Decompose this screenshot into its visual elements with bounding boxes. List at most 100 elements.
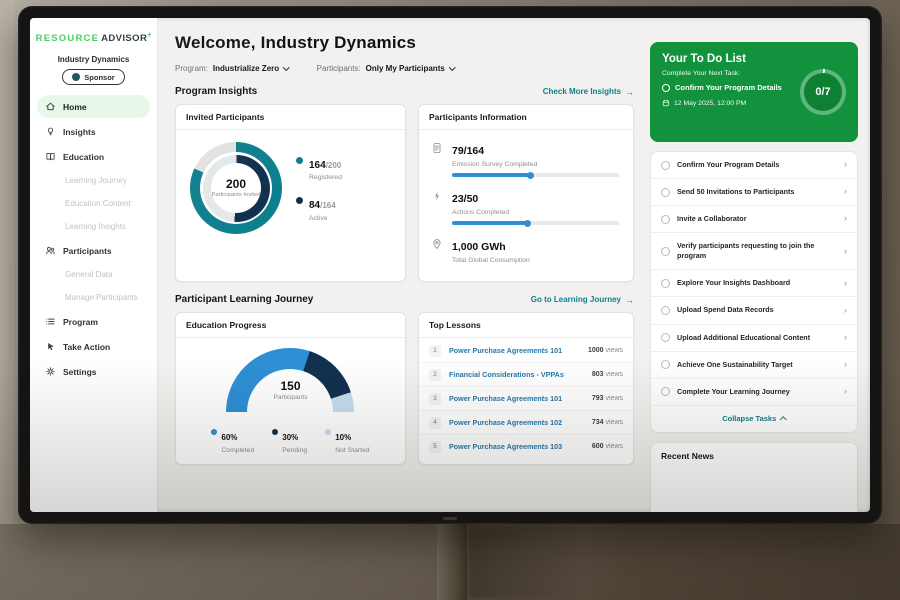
task-checkbox[interactable] bbox=[662, 83, 670, 92]
sidebar-item-insights[interactable]: Insights bbox=[37, 120, 150, 143]
edu-legend-not-started: 10% Not Started bbox=[325, 427, 370, 454]
lesson-link[interactable]: Power Purchase Agreements 102 bbox=[448, 418, 563, 427]
task-checkbox[interactable] bbox=[661, 214, 670, 224]
sidebar-item-learning-insights[interactable]: Learning Insights bbox=[65, 222, 126, 232]
education-progress-card: Education Progress 150 Participants bbox=[175, 312, 406, 465]
todo-panel: Your To Do List Complete Your Next Task:… bbox=[648, 18, 870, 512]
sidebar-item-education[interactable]: Education bbox=[37, 145, 150, 168]
sponsor-label: Sponsor bbox=[84, 72, 115, 82]
donut-center-value: 200 bbox=[225, 176, 247, 191]
sponsor-badge[interactable]: Sponsor bbox=[62, 69, 125, 86]
stat-total-global-consumption: 1,000 GWh Total Global Consumption bbox=[431, 231, 621, 275]
task-upload-additional-educational-content[interactable]: Upload Additional Educational Content › bbox=[651, 325, 857, 352]
task-checkbox[interactable] bbox=[661, 360, 670, 370]
lesson-rank: 1 bbox=[428, 344, 441, 357]
sidebar-item-participants[interactable]: Participants bbox=[37, 239, 150, 262]
filters-bar: Program: Industrialize Zero Participants… bbox=[175, 64, 634, 73]
education-progress-gauge-chart: 150 Participants bbox=[226, 348, 355, 418]
task-confirm-your-program-details[interactable]: Confirm Your Program Details › bbox=[651, 152, 857, 180]
sidebar-item-learning-journey[interactable]: Learning Journey bbox=[65, 176, 127, 186]
nav-icon bbox=[45, 101, 56, 112]
lesson-link[interactable]: Financial Considerations - VPPAs bbox=[448, 370, 564, 379]
stat-icon bbox=[431, 190, 443, 202]
stand-shadow bbox=[467, 524, 577, 600]
sidebar-item-take-action[interactable]: Take Action bbox=[37, 335, 150, 358]
chevron-right-icon[interactable]: › bbox=[843, 186, 847, 198]
task-explore-your-insights-dashboard[interactable]: Explore Your Insights Dashboard › bbox=[651, 270, 857, 298]
collapse-tasks-button[interactable]: Collapse Tasks bbox=[651, 406, 857, 432]
dashboard-screen: RESOURCE ADVISOR+ Industry Dynamics Spons… bbox=[30, 18, 870, 512]
sidebar-item-home[interactable]: Home bbox=[37, 95, 150, 119]
arrow-right-icon: → bbox=[625, 86, 634, 97]
todo-next-task[interactable]: Confirm Your Program Details bbox=[662, 83, 794, 92]
card-title: Participants Information bbox=[418, 105, 633, 130]
nav-icon bbox=[45, 341, 56, 352]
task-complete-your-learning-journey[interactable]: Complete Your Learning Journey › bbox=[651, 379, 857, 406]
page-title: Welcome, Industry Dynamics bbox=[175, 33, 417, 52]
check-more-insights-link[interactable]: Check More Insights → bbox=[542, 86, 634, 97]
participants-select[interactable]: Participants: Only My Participants bbox=[317, 64, 456, 73]
task-send-50-invitations-to-participants[interactable]: Send 50 Invitations to Participants › bbox=[651, 179, 857, 207]
task-verify-participants-requesting-to-join-the-progr[interactable]: Verify participants requesting to join t… bbox=[651, 233, 857, 271]
lesson-views: 793 views bbox=[591, 395, 623, 402]
lesson-views: 734 views bbox=[591, 419, 623, 426]
org-name: Industry Dynamics bbox=[57, 55, 130, 65]
invited-legend-active: 84/164 Active bbox=[296, 195, 342, 222]
sidebar-nav: Home Insights Education bbox=[30, 94, 157, 384]
chevron-right-icon[interactable]: › bbox=[843, 304, 847, 316]
chevron-right-icon[interactable]: › bbox=[843, 358, 847, 370]
stat-icon bbox=[431, 142, 443, 154]
logo-plus: + bbox=[147, 32, 152, 39]
legend-dot bbox=[325, 428, 332, 435]
task-checkbox[interactable] bbox=[661, 306, 670, 315]
lesson-views: 1000 views bbox=[587, 347, 623, 354]
lesson-link[interactable]: Power Purchase Agreements 101 bbox=[448, 346, 563, 355]
legend-dot bbox=[211, 428, 218, 435]
card-title: Education Progress bbox=[176, 313, 405, 338]
program-select[interactable]: Program: Industrialize Zero bbox=[175, 64, 290, 73]
chevron-up-icon bbox=[780, 416, 787, 423]
participants-information-card: Participants Information 79/164 Emission… bbox=[417, 104, 634, 282]
invited-participants-card: Invited Participants 200 Participants In… bbox=[175, 104, 406, 282]
progress-bar bbox=[451, 219, 620, 227]
sidebar-item-education-content[interactable]: Education Content bbox=[65, 199, 131, 209]
invited-legend-registered: 164/200 Registered bbox=[296, 155, 342, 181]
legend-dot bbox=[272, 428, 279, 435]
learning-journey-title: Participant Learning Journey bbox=[175, 294, 314, 305]
sidebar-item-general-data[interactable]: General Data bbox=[65, 270, 113, 280]
logo-advisor: ADVISOR bbox=[101, 33, 148, 45]
chevron-right-icon[interactable]: › bbox=[843, 245, 847, 257]
recent-news-card: Recent News bbox=[650, 441, 858, 512]
lesson-power-purchase-agreements-102: 4 Power Purchase Agreements 102 734 view… bbox=[418, 411, 633, 435]
donut-center-label: Participants Invited bbox=[211, 191, 261, 198]
task-invite-a-collaborator[interactable]: Invite a Collaborator › bbox=[651, 206, 857, 234]
chevron-right-icon[interactable]: › bbox=[843, 385, 847, 397]
lesson-rank: 4 bbox=[428, 416, 441, 429]
chevron-right-icon[interactable]: › bbox=[843, 213, 847, 225]
todo-due-date: 12 May 2025, 12:00 PM bbox=[662, 99, 846, 107]
sidebar-item-program[interactable]: Program bbox=[37, 310, 150, 333]
task-checkbox[interactable] bbox=[661, 187, 670, 197]
chevron-right-icon[interactable]: › bbox=[843, 277, 847, 289]
task-checkbox[interactable] bbox=[661, 160, 670, 170]
task-checkbox[interactable] bbox=[661, 333, 670, 343]
task-checkbox[interactable] bbox=[661, 387, 670, 397]
sidebar-item-settings[interactable]: Settings bbox=[37, 360, 150, 383]
todo-tasks-card: Confirm Your Program Details › Send 50 I… bbox=[650, 151, 858, 433]
nav-icon bbox=[45, 245, 56, 256]
lesson-rank: 2 bbox=[428, 368, 441, 381]
chevron-right-icon[interactable]: › bbox=[843, 159, 847, 171]
task-checkbox[interactable] bbox=[661, 278, 670, 288]
go-to-learning-journey-link[interactable]: Go to Learning Journey → bbox=[530, 294, 634, 305]
lesson-link[interactable]: Power Purchase Agreements 103 bbox=[448, 442, 563, 451]
task-achieve-one-sustainability-target[interactable]: Achieve One Sustainability Target › bbox=[651, 352, 857, 379]
chevron-right-icon[interactable]: › bbox=[843, 331, 847, 343]
lesson-link[interactable]: Power Purchase Agreements 101 bbox=[448, 394, 563, 403]
stat-icon bbox=[431, 238, 443, 250]
task-checkbox[interactable] bbox=[661, 246, 670, 256]
sidebar-item-manage-participants[interactable]: Manage Participants bbox=[65, 293, 138, 303]
stat-actions-completed: 23/50 Actions Completed bbox=[431, 183, 621, 231]
sponsor-icon bbox=[72, 73, 81, 82]
task-upload-spend-data-records[interactable]: Upload Spend Data Records › bbox=[651, 297, 857, 325]
